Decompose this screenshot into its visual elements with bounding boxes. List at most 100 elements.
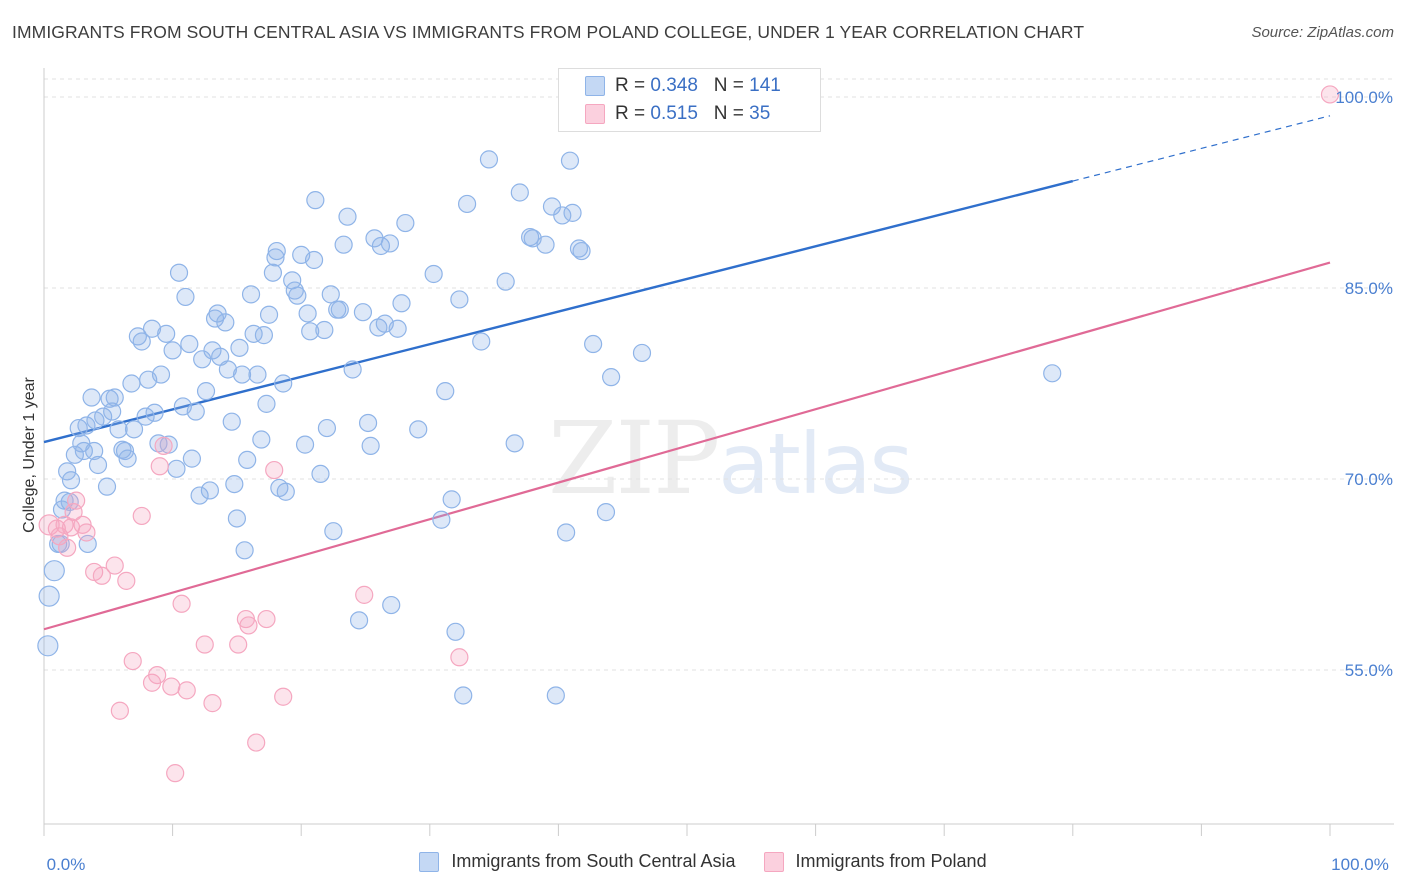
data-point <box>132 332 151 351</box>
data-point <box>172 594 191 613</box>
data-point <box>304 250 324 270</box>
r-value-pink: 0.515 <box>650 103 698 124</box>
data-point <box>276 482 295 501</box>
data-point <box>450 648 469 667</box>
data-point <box>122 374 141 393</box>
data-point <box>569 239 589 258</box>
data-point <box>230 338 249 357</box>
data-point <box>442 490 461 509</box>
tick-labels: 55.0% 70.0% 85.0% 100.0% 0.0% 100.0% <box>47 88 1393 874</box>
data-point <box>123 651 142 671</box>
data-point <box>257 394 276 413</box>
data-point <box>317 418 337 438</box>
data-point <box>239 616 258 635</box>
data-point <box>274 687 293 706</box>
data-point <box>298 304 317 323</box>
data-point <box>392 294 411 313</box>
data-point <box>238 450 257 469</box>
data-point <box>200 481 219 500</box>
data-point <box>285 281 304 300</box>
data-point <box>186 402 205 421</box>
data-point <box>154 436 173 455</box>
data-point <box>584 334 603 354</box>
data-point <box>315 320 334 340</box>
data-point <box>124 420 144 439</box>
data-point <box>257 609 276 629</box>
data-point <box>64 503 83 522</box>
data-point <box>355 585 374 604</box>
correlation-legend: R = 0.348 N = 141 R = 0.515 N = 35 <box>558 68 821 132</box>
data-point <box>382 595 401 615</box>
data-point <box>472 332 491 351</box>
data-point <box>38 585 60 607</box>
data-point <box>148 665 167 685</box>
chart-title: IMMIGRANTS FROM SOUTH CENTRAL ASIA VS IM… <box>12 22 1085 42</box>
data-point <box>409 420 428 439</box>
data-point <box>632 343 652 363</box>
data-point <box>301 322 320 341</box>
data-point <box>596 503 616 522</box>
data-point <box>436 382 455 401</box>
data-point <box>454 686 473 705</box>
data-point <box>85 441 104 461</box>
data-point <box>58 462 77 481</box>
y-tick-label: 100.0% <box>1335 88 1393 107</box>
data-point <box>432 510 451 529</box>
data-point <box>166 764 185 783</box>
data-point <box>196 382 216 401</box>
data-point <box>88 455 108 475</box>
data-point <box>1320 85 1340 104</box>
data-point <box>330 300 349 319</box>
data-point <box>450 290 469 309</box>
data-point <box>82 388 101 407</box>
data-point <box>232 365 252 384</box>
data-point <box>560 151 580 170</box>
data-point <box>259 305 279 324</box>
data-point <box>557 523 576 542</box>
data-point <box>177 681 196 700</box>
n-value-pink: 35 <box>749 103 771 124</box>
data-point <box>61 471 81 490</box>
data-point <box>60 492 79 512</box>
data-point <box>94 407 113 426</box>
trend-lines <box>43 115 1331 631</box>
data-point <box>222 412 241 431</box>
data-point <box>163 341 182 360</box>
r-value-blue: 0.348 <box>650 75 698 96</box>
data-point <box>216 313 235 332</box>
series-south-central-asia <box>37 150 1062 705</box>
data-point <box>306 191 325 210</box>
legend-row-poland: R = 0.515 N = 35 <box>585 101 770 127</box>
data-point <box>110 701 129 720</box>
data-point <box>311 464 330 484</box>
legend-swatch-blue <box>419 851 440 872</box>
data-point <box>136 407 155 426</box>
trend-line-south-central-asia <box>43 179 1074 444</box>
data-point <box>602 368 621 387</box>
data-point <box>358 413 378 433</box>
data-point <box>505 434 524 453</box>
x-tick-label-max: 100.0% <box>1331 855 1389 874</box>
y-tick-label: 55.0% <box>1345 661 1393 680</box>
data-point <box>388 319 407 338</box>
data-point <box>252 430 271 449</box>
data-point <box>380 234 400 253</box>
data-point <box>37 635 59 657</box>
data-point <box>169 263 189 282</box>
data-point <box>67 491 86 510</box>
data-point <box>267 241 286 261</box>
data-point <box>334 235 353 254</box>
data-point <box>263 263 283 282</box>
data-point <box>74 441 93 461</box>
axes <box>43 68 1394 836</box>
data-point <box>105 388 124 407</box>
data-point <box>142 319 162 338</box>
series-poland <box>38 85 1340 783</box>
data-point <box>182 449 201 468</box>
y-tick-label: 85.0% <box>1345 279 1393 298</box>
data-point <box>105 556 124 575</box>
trend-line-poland <box>43 261 1331 631</box>
data-point <box>225 474 244 494</box>
data-point <box>118 449 137 468</box>
